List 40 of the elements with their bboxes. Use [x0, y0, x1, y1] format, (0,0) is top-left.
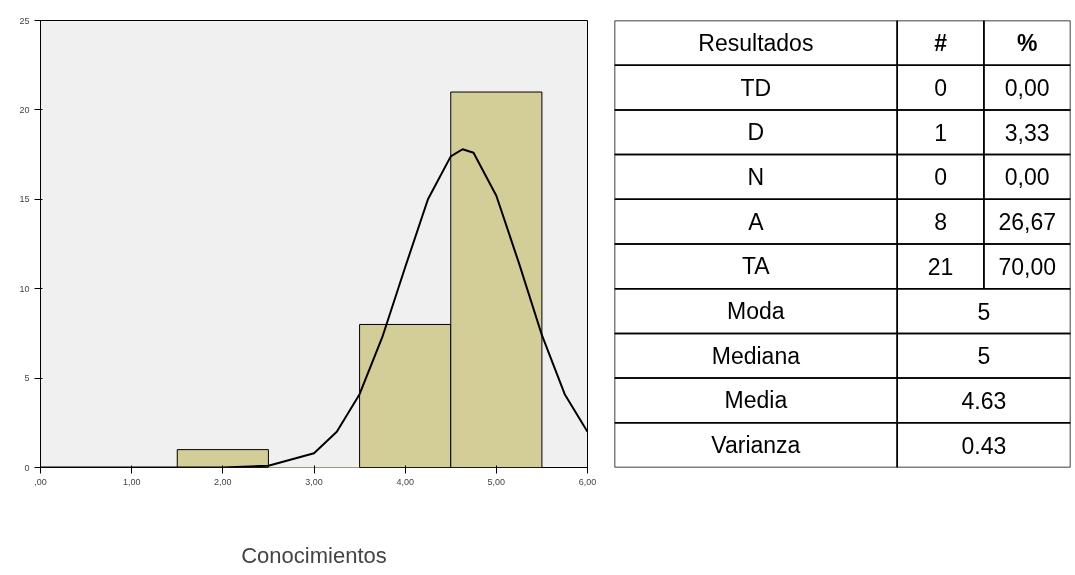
x-axis-title: Conocimientos — [241, 542, 387, 568]
text: 5 — [977, 298, 991, 325]
text: 21 — [927, 253, 954, 280]
text: % — [1016, 29, 1038, 56]
text: 0,00 — [1004, 164, 1050, 191]
text: 5 — [977, 343, 991, 370]
x-tick-label: 6,00 — [578, 476, 597, 487]
y-tick-label: 25 — [19, 15, 30, 26]
text: 0,00 — [1004, 75, 1050, 102]
text: Moda — [727, 298, 785, 325]
y-tick-label: 20 — [19, 104, 30, 115]
text: 8 — [934, 209, 947, 236]
text: Resultados — [698, 29, 814, 56]
text: 4.63 — [961, 387, 1007, 414]
text: 3,33 — [1004, 119, 1050, 146]
text: 0.43 — [961, 432, 1007, 459]
text: TA — [742, 253, 771, 280]
y-tick-label: 5 — [24, 373, 30, 384]
x-tick-label: 3,00 — [305, 476, 323, 487]
x-tick-label: ,00 — [34, 476, 47, 487]
text: 1 — [934, 119, 947, 146]
text: A — [748, 208, 765, 235]
text: D — [747, 119, 765, 146]
x-tick-label: 2,00 — [214, 476, 232, 487]
y-tick-label: 15 — [19, 194, 30, 205]
x-tick-label: 4,00 — [396, 476, 414, 487]
text: 70,00 — [998, 253, 1056, 280]
text: TD — [740, 74, 772, 101]
y-tick-label: 0 — [24, 462, 30, 473]
text: Mediana — [711, 342, 801, 369]
y-tick-label: 10 — [19, 283, 30, 294]
text: # — [934, 29, 948, 56]
text: 26,67 — [998, 209, 1056, 236]
text: N — [747, 163, 765, 190]
x-tick-label: 1,00 — [122, 476, 141, 487]
text: 0 — [934, 164, 947, 191]
text: Varianza — [711, 432, 801, 459]
text: Media — [724, 387, 788, 414]
x-tick-label: 5,00 — [487, 476, 506, 487]
text: 0 — [934, 75, 947, 102]
